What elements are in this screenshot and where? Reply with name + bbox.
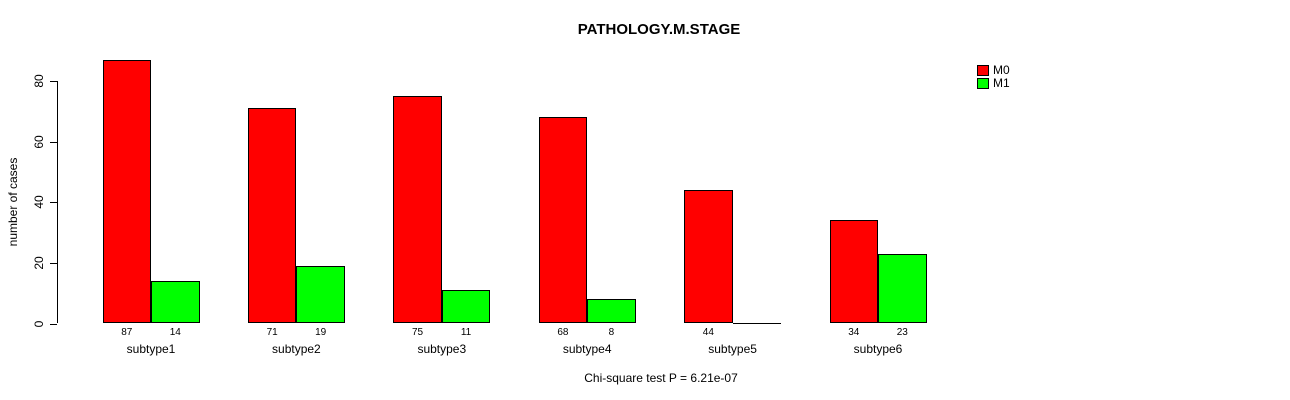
category-label-subtype1: subtype1 — [126, 342, 176, 356]
bar-m0-subtype1 — [102, 59, 151, 324]
bar-m0-subtype6 — [829, 220, 878, 324]
y-tick-0 — [50, 323, 57, 325]
bar-m0-subtype4 — [538, 117, 588, 324]
value-label-m1-subtype6: 23 — [896, 327, 908, 338]
category-label-subtype5: subtype5 — [708, 342, 757, 356]
category-label-subtype3: subtype3 — [417, 342, 467, 356]
value-label-m0-subtype4: 68 — [557, 327, 569, 338]
chart-title: PATHOLOGY.M.STAGE — [577, 21, 741, 38]
y-tick-20 — [50, 262, 57, 264]
y-axis-title: number of cases — [6, 157, 20, 247]
category-label-subtype2: subtype2 — [272, 342, 321, 356]
value-label-m0-subtype5: 44 — [702, 327, 714, 338]
value-label-m0-subtype6: 34 — [848, 327, 860, 338]
bar-m1-subtype4 — [587, 299, 636, 324]
bar-m1-subtype5-zero — [732, 323, 782, 324]
legend-label-m1: M1 — [993, 76, 1010, 90]
bar-m0-subtype2 — [247, 108, 297, 324]
legend-label-m0: M0 — [993, 63, 1010, 77]
bar-m1-subtype3 — [441, 290, 491, 324]
bar-m0-subtype5 — [684, 190, 733, 324]
y-tick-80 — [50, 81, 57, 83]
value-label-m0-subtype3: 75 — [411, 327, 424, 338]
value-label-m1-subtype3: 11 — [460, 327, 472, 338]
value-label-m1-subtype4: 8 — [608, 327, 615, 338]
bar-m1-subtype6 — [878, 253, 927, 324]
y-tick-label-80: 80 — [32, 74, 46, 88]
category-label-subtype6: subtype6 — [853, 342, 903, 356]
legend: M0 M1 — [977, 64, 1010, 90]
y-tick-label-60: 60 — [32, 134, 46, 149]
bar-m0-subtype3 — [393, 96, 442, 324]
y-tick-60 — [50, 141, 57, 143]
y-tick-label-20: 20 — [32, 256, 46, 270]
legend-row-m1: M1 — [977, 77, 1010, 90]
value-label-m1-subtype1: 14 — [169, 327, 181, 338]
y-axis-line — [57, 81, 58, 324]
y-tick-label-40: 40 — [32, 195, 46, 209]
value-label-m0-subtype2: 71 — [266, 327, 278, 338]
y-tick-40 — [50, 202, 57, 204]
y-tick-label-0: 0 — [32, 320, 46, 327]
bar-m1-subtype2 — [296, 265, 345, 324]
category-label-subtype4: subtype4 — [562, 342, 612, 356]
value-label-m1-subtype2: 19 — [315, 327, 327, 338]
legend-row-m0: M0 — [977, 64, 1010, 77]
bar-m1-subtype1 — [151, 281, 200, 324]
chi-square-annotation: Chi-square test P = 6.21e-07 — [584, 371, 738, 385]
legend-swatch-m0 — [977, 65, 989, 76]
value-label-m0-subtype1: 87 — [121, 327, 133, 338]
legend-swatch-m1 — [977, 78, 989, 89]
